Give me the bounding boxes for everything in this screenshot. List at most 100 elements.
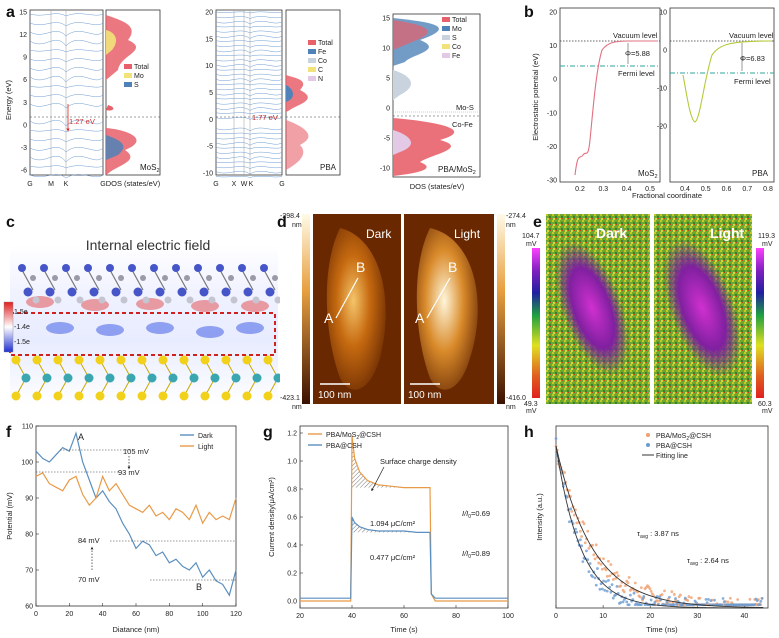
atom-n bbox=[89, 287, 99, 297]
mos2-ytick: 0 bbox=[23, 122, 27, 129]
d-light-title: Light bbox=[454, 227, 481, 241]
h-point-0 bbox=[698, 596, 702, 600]
atom-n bbox=[260, 264, 268, 272]
h-point-0 bbox=[663, 589, 666, 593]
h-point-1 bbox=[666, 603, 670, 606]
h-point-0 bbox=[619, 584, 623, 588]
hetero-legend-s: S bbox=[452, 35, 457, 42]
h-point-1 bbox=[611, 596, 615, 600]
h-xtick: 40 bbox=[741, 613, 749, 620]
h-point-0 bbox=[639, 586, 643, 590]
h-fit-1 bbox=[555, 445, 764, 609]
atom-s bbox=[137, 391, 147, 401]
b-left-xtick: 0.4 bbox=[622, 186, 632, 193]
g-xtick: 100 bbox=[502, 613, 514, 620]
atom-s bbox=[158, 391, 168, 401]
f-xtick: 60 bbox=[132, 611, 140, 618]
h-point-1 bbox=[593, 576, 597, 580]
b-right-ytick: 0 bbox=[663, 48, 667, 55]
b-mos2-plot: Vacuum level Φ=5.88 Fermi level MoS2 20 1… bbox=[547, 7, 661, 193]
atom-s bbox=[53, 355, 63, 365]
b-left-ytick: 10 bbox=[549, 43, 557, 50]
d-right-top-unit: nm bbox=[506, 222, 516, 229]
h-point-0 bbox=[726, 600, 730, 604]
h-point-1 bbox=[721, 597, 725, 600]
mos2-kpoint-K: K bbox=[64, 181, 69, 188]
h-point-1 bbox=[621, 600, 625, 604]
e-right-bottom-unit: mV bbox=[762, 408, 773, 413]
panel-d: -298.4 nm -423.1 nm A B Dark 100 nm A B … bbox=[280, 213, 526, 411]
panel-f-label: f bbox=[6, 424, 12, 441]
c-title: Internal electric field bbox=[86, 237, 211, 253]
c-scale-bot: -1.5e bbox=[14, 339, 30, 346]
atom-c bbox=[118, 275, 124, 281]
d-light-scalebar: 100 nm bbox=[408, 390, 441, 401]
g-xtick: 60 bbox=[400, 613, 408, 620]
h-point-1 bbox=[639, 603, 643, 607]
pba-ytick: 15 bbox=[205, 36, 213, 43]
h-point-0 bbox=[615, 571, 619, 574]
h-point-0 bbox=[648, 587, 652, 591]
atom-n bbox=[216, 264, 224, 272]
bond bbox=[43, 269, 56, 291]
pba-dos-plot: Total Fe Co C N PBA bbox=[285, 9, 341, 176]
bond bbox=[241, 269, 254, 291]
atom-fe bbox=[120, 296, 128, 304]
atom-fe bbox=[208, 296, 216, 304]
mos2-band-plot: 1.27 eV Energy (eV) 15 12 9 6 3 0 -3 -6 G M K G bbox=[4, 10, 106, 189]
pba-ytick: 5 bbox=[209, 90, 213, 97]
pba-legend-total: Total bbox=[318, 40, 333, 47]
g-ytick: 0.2 bbox=[287, 571, 297, 578]
h-point-1 bbox=[658, 595, 662, 599]
h-point-1 bbox=[664, 603, 668, 607]
h-point-0 bbox=[586, 529, 590, 533]
f-ytick: 90 bbox=[25, 496, 33, 503]
h-point-1 bbox=[683, 596, 687, 600]
h-point-1 bbox=[609, 590, 613, 594]
h-point-1 bbox=[753, 603, 757, 607]
h-point-1 bbox=[759, 599, 763, 603]
h-point-0 bbox=[607, 559, 610, 563]
atom-n bbox=[106, 264, 114, 272]
panel-g: 20 40 60 80 100 0.0 0.2 0.4 0.6 0.8 1.0 1.2 PBA/MoS… bbox=[267, 425, 514, 634]
pba-ytick: -5 bbox=[207, 144, 213, 151]
atom-fe bbox=[230, 296, 238, 304]
atom-s bbox=[116, 355, 126, 365]
hetero-legend-fe: Fe bbox=[452, 53, 460, 60]
pba-band-plot: 1.77 eV 20 15 10 5 0 -5 -10 G X W K G bbox=[203, 10, 285, 189]
atom-s bbox=[95, 391, 105, 401]
g-ratio2: I/I0=0.89 bbox=[462, 549, 490, 560]
g-hatch-pba bbox=[352, 517, 430, 533]
h-point-1 bbox=[667, 595, 671, 599]
atom-s bbox=[242, 355, 252, 365]
hetero-dos-plot: Total Mo S Co Fe Mo-S Co-Fe PBA/MoS2 15 1… bbox=[380, 13, 481, 191]
f-ann-70: 70 mV bbox=[78, 575, 100, 584]
atom-c bbox=[140, 275, 146, 281]
atom-s bbox=[137, 355, 147, 365]
atom-c bbox=[162, 275, 168, 281]
h-point-0 bbox=[626, 581, 630, 585]
h-point-1 bbox=[642, 595, 646, 598]
h-point-0 bbox=[624, 584, 627, 588]
c-scale-top: 1.5e bbox=[14, 309, 28, 316]
hetero-ytick: -5 bbox=[384, 136, 390, 143]
h-point-0 bbox=[611, 578, 615, 581]
atom-fe bbox=[186, 296, 194, 304]
mos2-ytick: 12 bbox=[19, 32, 27, 39]
bond bbox=[197, 269, 210, 291]
f-ytick: 100 bbox=[21, 460, 33, 467]
bond bbox=[219, 269, 232, 291]
f-ann-B: B bbox=[196, 582, 202, 592]
h-tau1: τavg : 3.87 ns bbox=[637, 529, 679, 540]
mos2-ytick: 9 bbox=[23, 55, 27, 62]
h-point-1 bbox=[758, 603, 762, 607]
atom-n bbox=[23, 287, 33, 297]
atom-s bbox=[242, 391, 252, 401]
b-right-xtick: 0.6 bbox=[722, 186, 732, 193]
atom-mo bbox=[105, 373, 115, 383]
atom-mo bbox=[42, 373, 52, 383]
d-light-A: A bbox=[415, 310, 425, 326]
pba-legend-n: N bbox=[318, 76, 323, 83]
g-hatch-hetero bbox=[352, 435, 430, 488]
panel-h: 0 10 20 30 40 PBA/MoS2@CSH PBA@CSH Fitting l… bbox=[535, 425, 769, 634]
